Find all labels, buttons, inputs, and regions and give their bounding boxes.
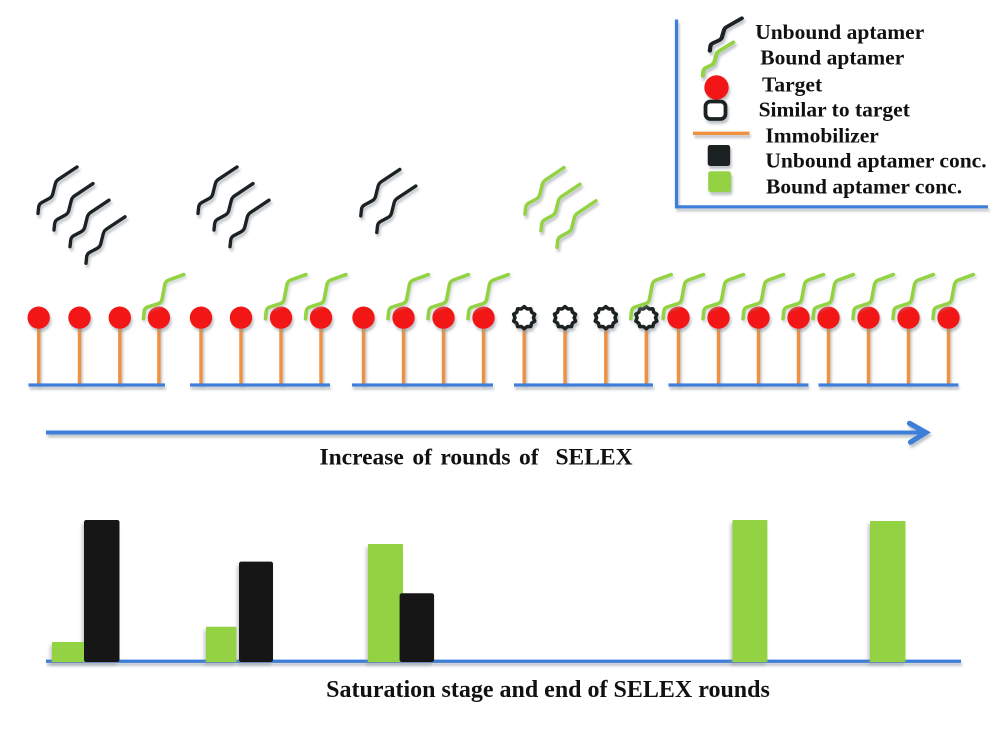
svg-text:Immobilizer: Immobilizer [765, 124, 879, 148]
svg-text:Saturation stage and end of SE: Saturation stage and end of SELEX rounds [326, 677, 770, 703]
svg-text:Target: Target [762, 73, 823, 97]
svg-text:Unbound aptamer: Unbound aptamer [755, 20, 925, 44]
svg-text:Bound aptamer conc.: Bound aptamer conc. [766, 175, 962, 199]
svg-text:Similar to target: Similar to target [759, 98, 911, 122]
svg-text:Unbound aptamer conc.: Unbound aptamer conc. [765, 149, 986, 173]
svg-text:Bound aptamer: Bound aptamer [760, 46, 904, 70]
svg-text:Increase of rounds of SELEX: Increase of rounds of SELEX [319, 445, 632, 471]
